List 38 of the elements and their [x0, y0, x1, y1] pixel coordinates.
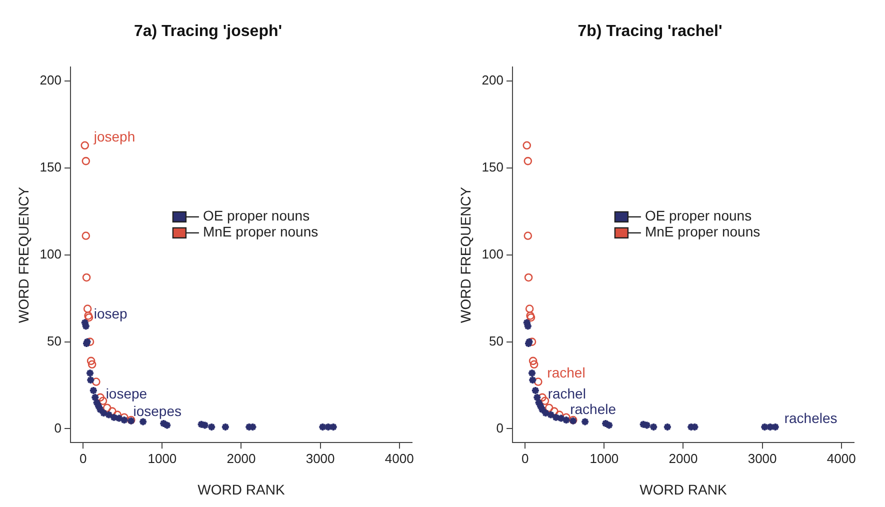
- data-label: racheles: [784, 410, 838, 426]
- data-label: iosepe: [106, 385, 148, 402]
- x-tick-label: 0: [522, 450, 529, 466]
- chart-title: 7a) Tracing 'joseph': [134, 23, 282, 40]
- data-label: iosepes: [133, 402, 182, 419]
- x-tick-label: 4000: [384, 450, 414, 466]
- y-axis-title: WORD FREQUENCY: [15, 186, 32, 323]
- y-tick-label: 200: [40, 72, 62, 88]
- x-tick-label: 2000: [668, 450, 698, 466]
- y-tick-label: 100: [482, 246, 504, 262]
- x-tick-label: 4000: [826, 450, 856, 466]
- x-tick-label: 2000: [226, 450, 256, 466]
- x-axis-title: WORD RANK: [198, 481, 286, 498]
- x-tick-label: 3000: [748, 450, 777, 466]
- legend-label: MnE proper nouns: [644, 224, 760, 240]
- data-label: joseph: [92, 128, 136, 144]
- y-tick-label: 0: [54, 420, 62, 436]
- x-tick-label: 1000: [590, 450, 619, 466]
- y-tick-label: 50: [489, 333, 504, 348]
- legend-label: OE proper nouns: [644, 208, 752, 224]
- y-tick-label: 0: [496, 420, 504, 436]
- data-label: rachele: [570, 401, 616, 418]
- y-axis-title: WORD FREQUENCY: [457, 186, 474, 323]
- chart-title: 7b) Tracing 'rachel': [578, 23, 722, 40]
- x-axis-title: WORD RANK: [640, 481, 728, 498]
- y-tick-label: 150: [482, 160, 504, 175]
- legend-label: OE proper nouns: [202, 208, 310, 224]
- y-tick-label: 50: [47, 333, 62, 348]
- data-label: rachel: [547, 364, 586, 381]
- data-label: iosep: [94, 306, 128, 322]
- x-tick-label: 3000: [306, 450, 335, 466]
- legend-label: MnE proper nouns: [202, 224, 318, 240]
- y-tick-label: 150: [40, 160, 62, 175]
- x-tick-label: 0: [80, 450, 87, 466]
- data-label: rachel: [548, 385, 586, 402]
- x-tick-label: 1000: [148, 450, 177, 466]
- y-tick-label: 200: [482, 72, 504, 88]
- y-tick-label: 100: [40, 246, 62, 262]
